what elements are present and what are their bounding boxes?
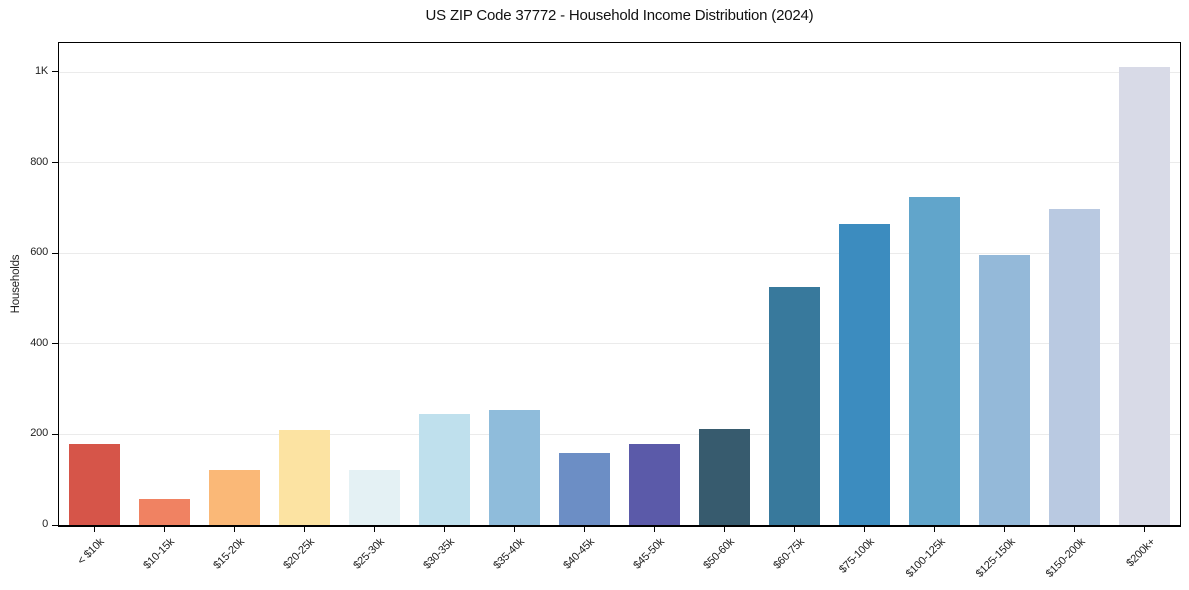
y-tick-mark xyxy=(52,343,58,345)
plot-area xyxy=(58,42,1181,527)
x-tick-mark xyxy=(303,527,305,532)
x-tick-mark xyxy=(864,527,866,532)
x-tick-mark xyxy=(93,527,95,532)
bar-$40-45k xyxy=(558,452,610,525)
y-tick-mark xyxy=(52,71,58,73)
gridline xyxy=(59,433,1180,435)
y-tick-label: 400 xyxy=(30,336,48,349)
x-tick-mark xyxy=(1004,527,1006,532)
gridline xyxy=(59,71,1180,73)
x-tick-mark xyxy=(1074,527,1076,532)
y-tick-label: 600 xyxy=(30,246,48,259)
x-tick-mark xyxy=(373,527,375,532)
bar-< $10k xyxy=(68,444,120,525)
y-tick-mark xyxy=(52,524,58,526)
x-tick-mark xyxy=(934,527,936,532)
bar-$125-150k xyxy=(979,255,1031,525)
bar-$200k+ xyxy=(1119,67,1171,525)
bar-$20-25k xyxy=(278,430,330,525)
bar-$100-125k xyxy=(909,196,961,525)
bar-$150-200k xyxy=(1049,208,1101,525)
y-tick-mark xyxy=(52,433,58,435)
y-tick-label: 200 xyxy=(30,427,48,440)
x-tick-mark xyxy=(654,527,656,532)
x-tick-mark xyxy=(583,527,585,532)
bar-$60-75k xyxy=(769,287,821,525)
bar-$75-100k xyxy=(839,223,891,525)
y-tick-mark xyxy=(52,252,58,254)
bar-$15-20k xyxy=(208,470,260,525)
x-tick-mark xyxy=(724,527,726,532)
y-tick-mark xyxy=(52,162,58,164)
bar-$10-15k xyxy=(138,499,190,525)
gridline xyxy=(59,343,1180,345)
bar-$25-30k xyxy=(348,470,400,525)
x-tick-mark xyxy=(1144,527,1146,532)
y-tick-label: 0 xyxy=(42,518,48,530)
x-tick-mark xyxy=(163,527,165,532)
y-tick-label: 1K xyxy=(34,64,48,77)
y-tick-label: 800 xyxy=(30,155,48,168)
gridline xyxy=(59,162,1180,164)
x-tick-mark xyxy=(513,527,515,532)
bar-$45-50k xyxy=(629,444,681,525)
x-tick-mark xyxy=(443,527,445,532)
chart-title: US ZIP Code 37772 - Household Income Dis… xyxy=(425,7,814,24)
bar-$30-35k xyxy=(418,414,470,525)
bar-$50-60k xyxy=(699,429,751,525)
x-tick-mark xyxy=(794,527,796,532)
gridline xyxy=(59,252,1180,254)
x-tick-mark xyxy=(233,527,235,532)
bar-$35-40k xyxy=(488,409,540,525)
